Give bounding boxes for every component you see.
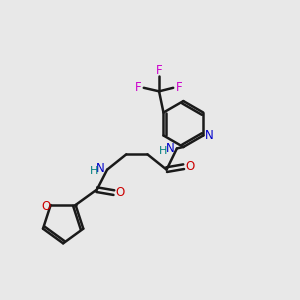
Text: F: F [134, 81, 141, 94]
Text: O: O [185, 160, 194, 173]
Text: O: O [42, 200, 51, 213]
Text: N: N [96, 162, 105, 175]
Text: N: N [206, 129, 214, 142]
Text: H: H [90, 166, 98, 176]
Text: F: F [156, 64, 162, 76]
Text: O: O [115, 186, 124, 199]
Text: N: N [166, 142, 175, 155]
Text: F: F [176, 81, 182, 94]
Text: H: H [159, 146, 167, 156]
